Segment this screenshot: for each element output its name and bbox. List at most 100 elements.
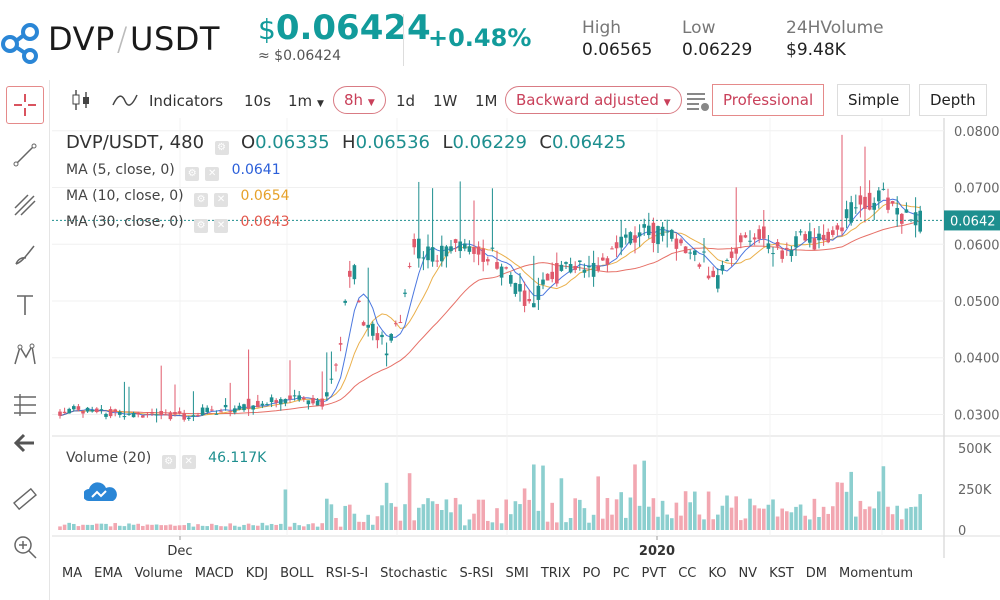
candle-type-icon[interactable] — [70, 88, 92, 112]
volume-bar — [601, 518, 605, 530]
text-tool[interactable] — [6, 286, 44, 324]
price-chart[interactable]: 0.0800 0.0700 0.0600 0.0500 0.0400 0.0300 500K… — [52, 118, 1000, 572]
indicator-dm[interactable]: DM — [805, 566, 828, 581]
indicator-kst[interactable]: KST — [769, 566, 794, 581]
candle-body — [320, 398, 324, 407]
candle-body — [729, 251, 734, 258]
indicator-smi[interactable]: SMI — [505, 566, 529, 581]
candle-body — [541, 279, 545, 285]
interval-8h[interactable]: 8h ▼ — [333, 86, 386, 114]
volume-bar — [642, 460, 646, 530]
candle-body — [214, 413, 219, 415]
volume-bar — [559, 478, 564, 530]
fib-tool[interactable] — [6, 386, 44, 424]
interval-1mo[interactable]: 1M — [475, 92, 498, 110]
candlestick-chart[interactable]: 0.0800 0.0700 0.0600 0.0500 0.0400 0.0300 500K… — [52, 118, 1000, 568]
close-icon[interactable]: ✕ — [214, 193, 229, 207]
x-tick-label: Dec — [167, 544, 192, 559]
candle-body — [150, 411, 154, 414]
fork-tool[interactable] — [6, 186, 44, 224]
candle-body — [361, 322, 366, 326]
low-value: 0.06229 — [452, 132, 527, 153]
candle-body — [785, 247, 789, 249]
indicator-cc[interactable]: CC — [678, 566, 697, 581]
interval-1w[interactable]: 1W — [433, 92, 458, 110]
pattern-tool[interactable] — [6, 336, 44, 374]
interval-1m[interactable]: 1m ▼ — [288, 92, 324, 110]
volume-bar — [283, 489, 288, 530]
volume-bar — [412, 520, 416, 530]
volume-tick-label: 500K — [958, 442, 992, 457]
volume-bar — [656, 516, 660, 530]
close-icon[interactable]: ✕ — [214, 219, 229, 233]
view-depth[interactable]: Depth — [919, 84, 987, 116]
indicator-boll[interactable]: BOLL — [280, 566, 314, 581]
indicators-button[interactable]: Indicators — [149, 92, 224, 110]
volume-bar — [292, 522, 297, 530]
interval-1d[interactable]: 1d — [396, 92, 416, 110]
adjust-dropdown[interactable]: Backward adjusted ▼ — [505, 86, 682, 114]
close-icon[interactable]: ✕ — [205, 167, 220, 181]
indicator-ko[interactable]: KO — [708, 566, 727, 581]
volume-bar — [775, 516, 780, 530]
trendline-tool[interactable] — [6, 136, 44, 174]
indicator-trix[interactable]: TRIX — [540, 566, 571, 581]
candle-body — [168, 412, 173, 420]
indicator-nv[interactable]: NV — [738, 566, 758, 581]
indicator-po[interactable]: PO — [582, 566, 601, 581]
zoom-tool[interactable] — [6, 528, 44, 566]
view-professional[interactable]: Professional — [712, 84, 825, 116]
indicator-pc[interactable]: PC — [612, 566, 630, 581]
crosshair-tool[interactable] — [6, 86, 44, 124]
candle-body — [251, 405, 255, 410]
indicator-momentum[interactable]: Momentum — [839, 566, 914, 581]
ruler-tool[interactable] — [6, 480, 44, 518]
candle-body — [702, 251, 706, 253]
volume-bar — [398, 520, 403, 530]
candle-body — [499, 266, 504, 278]
candle-body — [674, 238, 679, 249]
gear-icon[interactable]: ⚙ — [185, 167, 200, 181]
volume-bar — [444, 499, 449, 530]
indicator-macd[interactable]: MACD — [194, 566, 234, 581]
volume-bar — [918, 494, 922, 530]
volume-stat: 24HVolume $9.48K — [786, 18, 884, 60]
close-icon[interactable]: ✕ — [181, 455, 196, 469]
y-tick-label: 0.0500 — [954, 295, 1000, 310]
candle-body — [711, 270, 715, 277]
indicator-pvt[interactable]: PVT — [641, 566, 667, 581]
volume-value: 46.117K — [208, 450, 267, 466]
back-tool[interactable] — [6, 424, 44, 462]
candle-body — [550, 271, 554, 280]
gear-icon[interactable]: ⚙ — [161, 455, 176, 469]
volume-bar — [904, 508, 909, 530]
settings-list-icon[interactable] — [685, 90, 711, 112]
volume-bar — [62, 524, 67, 530]
indicator-s-rsi[interactable]: S-RSI — [459, 566, 494, 581]
volume-bar — [95, 523, 99, 530]
indicator-rsi-s-i[interactable]: RSI-S-I — [325, 566, 369, 581]
volume-bar — [476, 499, 481, 530]
volume-bar — [449, 512, 453, 530]
candle-body — [122, 416, 127, 418]
volume-bar — [164, 525, 168, 530]
candle-body — [693, 250, 697, 255]
volume-bar — [913, 506, 918, 530]
volume-bar — [858, 500, 863, 530]
indicator-kdj[interactable]: KDJ — [245, 566, 269, 581]
candle-body — [886, 197, 890, 210]
candle-body — [196, 415, 200, 417]
indicator-volume[interactable]: Volume — [134, 566, 183, 581]
brush-tool[interactable] — [6, 236, 44, 274]
indicator-stochastic[interactable]: Stochastic — [380, 566, 448, 581]
interval-10s[interactable]: 10s — [244, 92, 271, 110]
gear-icon[interactable]: ⚙ — [194, 219, 209, 233]
gear-icon[interactable]: ⚙ — [194, 193, 209, 207]
volume-bar — [380, 505, 384, 530]
gear-icon[interactable]: ⚙ — [214, 141, 229, 155]
candle-body — [104, 413, 108, 417]
volume-bar — [490, 522, 495, 530]
indicator-ma[interactable]: MA — [62, 566, 83, 581]
view-simple[interactable]: Simple — [837, 84, 911, 116]
indicator-ema[interactable]: EMA — [94, 566, 123, 581]
